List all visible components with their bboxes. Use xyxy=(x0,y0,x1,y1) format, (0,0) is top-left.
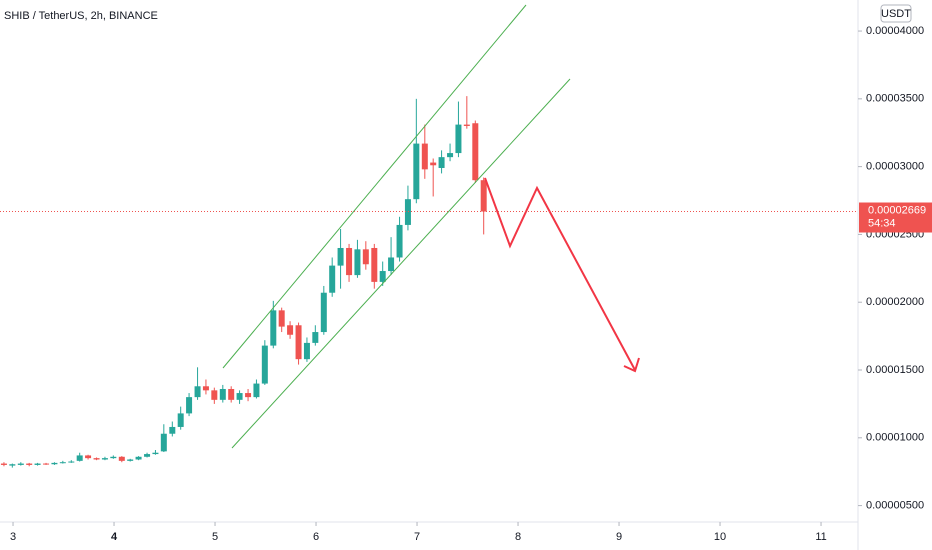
candle-body xyxy=(455,124,462,154)
x-tick-label: 3 xyxy=(10,531,16,543)
candle-body xyxy=(421,143,428,170)
channel-lower xyxy=(231,78,571,449)
candle-body xyxy=(152,452,159,455)
candle-body xyxy=(9,464,16,466)
candle-body xyxy=(127,459,134,461)
candle-body xyxy=(388,257,395,272)
candle-body xyxy=(480,180,487,212)
candle-body xyxy=(34,463,41,465)
candle-body xyxy=(160,433,167,452)
x-tick-label: 9 xyxy=(616,531,622,543)
candle-body xyxy=(371,247,378,282)
candle-body xyxy=(278,310,285,327)
candle-body xyxy=(295,325,302,360)
y-tick-label: 0.00000500 xyxy=(866,500,924,512)
y-tick-label: 0.00001500 xyxy=(866,364,924,376)
candle-body xyxy=(228,388,235,400)
candle-body xyxy=(110,456,117,459)
candle-body xyxy=(245,393,252,398)
candle-body xyxy=(144,454,151,457)
x-tick-label: 7 xyxy=(414,531,420,543)
candle-body xyxy=(211,390,218,400)
candle-body xyxy=(447,153,454,158)
candle-body xyxy=(430,162,437,166)
candle-body xyxy=(118,456,125,461)
candle-body xyxy=(404,199,411,225)
candle-body xyxy=(26,463,33,465)
last-price-box xyxy=(859,202,932,233)
candle-body xyxy=(270,310,277,346)
candle-body xyxy=(169,426,176,434)
candle-body xyxy=(396,224,403,258)
candle-body xyxy=(413,143,420,200)
candle-body xyxy=(303,342,310,360)
candle-body xyxy=(177,413,184,427)
y-tick-label: 0.00001000 xyxy=(866,432,924,444)
x-tick-label: 11 xyxy=(815,531,826,543)
channel-upper xyxy=(222,4,527,369)
candle-body xyxy=(261,345,268,384)
y-tick-label: 0.00004000 xyxy=(866,25,924,37)
candle-body xyxy=(51,462,58,465)
candle-body xyxy=(186,397,193,414)
chart-title: SHIB / TetherUS, 2h, BINANCE xyxy=(4,10,158,22)
candle-body xyxy=(312,332,319,343)
last-price-label: 0.00002669 xyxy=(868,204,926,216)
candle-body xyxy=(354,249,361,276)
y-tick-label: 0.00002000 xyxy=(866,296,924,308)
currency-label[interactable]: USDT xyxy=(881,8,911,20)
candle-body xyxy=(17,463,24,465)
candle-body xyxy=(236,393,243,400)
candle-body xyxy=(93,458,100,460)
candle-body xyxy=(68,461,75,463)
candle-body xyxy=(253,383,260,398)
candle-body xyxy=(379,271,386,282)
candle-body xyxy=(329,265,336,293)
drawings xyxy=(222,4,640,449)
candle-body xyxy=(202,386,209,391)
candle-body xyxy=(76,455,83,461)
candle-body xyxy=(463,124,470,126)
candle-body xyxy=(194,386,201,398)
projection-arrow xyxy=(484,177,636,371)
x-tick-label: 8 xyxy=(515,531,521,543)
plot-area xyxy=(0,96,487,468)
candle-body xyxy=(135,456,142,460)
arrow-head xyxy=(623,357,640,373)
x-tick-label: 6 xyxy=(313,531,319,543)
candle-body xyxy=(0,463,7,465)
candle-body xyxy=(337,247,344,266)
candle-body xyxy=(287,325,294,335)
x-tick-label: 10 xyxy=(714,531,726,543)
y-tick-label: 0.00003000 xyxy=(866,161,924,173)
candle-body xyxy=(219,388,226,400)
candle-body xyxy=(59,462,66,464)
candle-body xyxy=(346,247,353,276)
currency-box[interactable] xyxy=(880,4,912,23)
countdown-label: 54:34 xyxy=(868,217,896,229)
candle-body xyxy=(43,463,50,465)
candle-body xyxy=(101,458,108,460)
candle-body xyxy=(438,157,445,168)
x-tick-label: 4 xyxy=(111,531,118,543)
y-tick-label: 0.00003500 xyxy=(866,93,924,105)
candle-body xyxy=(472,123,479,181)
candle-body xyxy=(362,249,369,265)
x-tick-label: 5 xyxy=(212,531,218,543)
candle-body xyxy=(320,292,327,333)
candle-body xyxy=(85,455,92,459)
